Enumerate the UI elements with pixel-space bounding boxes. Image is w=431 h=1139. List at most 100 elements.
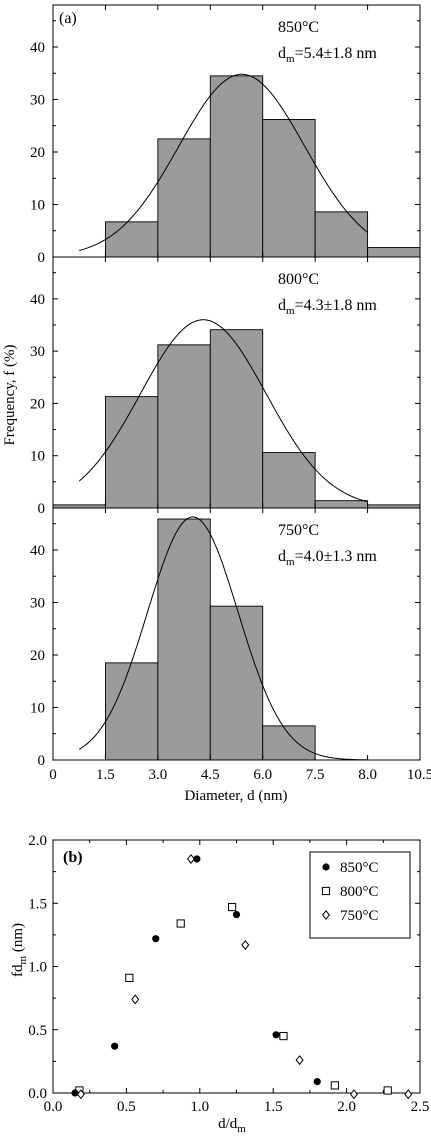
mean-diameter-prefix: d <box>278 548 286 565</box>
mean-diameter-value: =4.0±1.3 nm <box>295 548 378 565</box>
scatter-x-axis-label: d/dm <box>218 1116 246 1135</box>
legend-label: 800°C <box>340 884 379 900</box>
histogram-bar <box>104 396 159 509</box>
histogram-bar <box>314 500 369 509</box>
panel-label: (a) <box>59 10 77 27</box>
y-tick-label: 10 <box>30 701 45 717</box>
data-point-open-diamond <box>76 1089 85 1100</box>
x-tick-label: 6.0 <box>253 767 272 783</box>
y-tick-label: 0 <box>38 501 46 517</box>
legend-marker <box>321 910 331 920</box>
y-tick-label: 0 <box>38 250 46 266</box>
mean-diameter-sub: m <box>286 556 295 568</box>
y-tick-label: 20 <box>30 145 45 161</box>
mean-diameter-value: =4.3±1.8 nm <box>295 297 378 314</box>
histogram-bar <box>157 138 211 258</box>
y-tick-label: 30 <box>30 596 45 612</box>
x-tick-label: 1.5 <box>264 1099 283 1115</box>
data-point-filled-circle <box>71 1089 79 1097</box>
data-point-filled-circle <box>313 1078 321 1086</box>
legend-marker <box>322 863 330 871</box>
data-point-filled-circle <box>232 911 241 919</box>
scatter-ylabel-prefix: fd <box>10 964 26 977</box>
y-tick-label: 0.5 <box>28 1023 47 1039</box>
temperature-label: 750°C <box>278 522 319 539</box>
histogram-panel-2: 0 10 20 30 40 800°C dm=4.3±1.8 nm <box>30 256 421 517</box>
data-point-open-diamond <box>241 940 250 950</box>
data-point-open-square <box>383 1086 392 1095</box>
mean-diameter-label: dm=5.4±1.8 nm <box>278 45 377 65</box>
histogram-bar <box>314 211 369 258</box>
histogram-panel-3: 0 10 20 30 40 750°C dm=4.0±1.3 nm 0 1.5 3.0 4.5 6.0… <box>30 507 431 783</box>
scatter-xlabel-sub: m <box>237 1123 246 1135</box>
mean-diameter-label: dm=4.0±1.3 nm <box>278 548 377 568</box>
y-tick-label: 10 <box>30 198 45 214</box>
mean-diameter-prefix: d <box>278 297 286 314</box>
scatter-xlabel-prefix: d/d <box>218 1116 238 1132</box>
x-tick-label: 4.5 <box>201 767 220 783</box>
x-tick-label: 2.5 <box>411 1099 430 1115</box>
y-tick-label: 20 <box>30 396 45 412</box>
data-point-filled-circle <box>111 1042 119 1050</box>
histogram-bar <box>104 221 159 258</box>
y-tick-label: 1.0 <box>28 960 47 976</box>
y-tick-label: 0.0 <box>28 1086 47 1102</box>
panel-label: (b) <box>63 849 83 866</box>
histogram-bar <box>367 247 421 258</box>
y-tick-label: 40 <box>30 292 45 308</box>
histogram-bar <box>262 452 316 509</box>
legend-marker <box>321 886 331 896</box>
histogram-y-axis-label: Frequency, f (%) <box>2 344 18 445</box>
data-point-open-square <box>125 973 134 982</box>
legend-label: 750°C <box>340 908 379 924</box>
histogram-bar <box>209 75 264 258</box>
histogram-bar <box>157 344 211 509</box>
histogram-bar <box>209 329 264 509</box>
x-tick-label: 8.0 <box>358 767 377 783</box>
mean-diameter-sub: m <box>286 305 295 317</box>
mean-diameter-sub: m <box>286 53 295 65</box>
data-point-open-diamond <box>404 1089 413 1100</box>
histogram-x-axis-label: Diameter, d (nm) <box>184 788 287 804</box>
x-tick-label: 0 <box>49 767 57 783</box>
y-tick-label: 20 <box>30 648 45 664</box>
data-point-filled-circle <box>193 855 201 863</box>
x-tick-label: 0.5 <box>117 1099 136 1115</box>
y-tick-label: 40 <box>30 543 45 559</box>
data-point-open-diamond <box>186 853 196 864</box>
y-tick-label: 30 <box>30 93 45 109</box>
histogram-bar <box>209 605 264 761</box>
y-tick-label: 2.0 <box>28 833 47 849</box>
gaussian-fit-line <box>78 319 368 503</box>
y-tick-label: 10 <box>30 449 45 465</box>
data-point-open-diamond <box>295 1055 304 1066</box>
histogram-bar <box>262 118 316 258</box>
y-tick-label: 40 <box>30 40 45 56</box>
histogram-panel-1: 0 10 20 30 40 850°C dm=5.4±1.8 nm (a) <box>30 4 421 266</box>
y-tick-label: 30 <box>30 344 45 360</box>
data-point-open-square <box>330 1081 339 1090</box>
x-tick-label: 1.5 <box>96 767 115 783</box>
gaussian-fit-line <box>79 73 368 251</box>
y-tick-label: 1.5 <box>28 896 47 912</box>
mean-diameter-prefix: d <box>278 45 286 62</box>
data-point-open-square <box>279 1031 288 1041</box>
temperature-label: 800°C <box>278 271 319 288</box>
data-point-open-square <box>176 919 185 928</box>
x-tick-label: 3.0 <box>148 767 167 783</box>
scatter-y-axis-label: fdm (nm) <box>10 923 29 977</box>
scatter-panel: 0.0 0.5 1.0 1.5 2.0 0.0 0.5 1.0 1.5 2.0 2.5 (b) 850°… <box>28 833 429 1115</box>
y-tick-label: 0 <box>38 753 46 769</box>
histogram-bar <box>104 662 159 761</box>
gaussian-fit-line <box>78 516 368 761</box>
legend-label: 850°C <box>340 860 379 876</box>
mean-diameter-value: =5.4±1.8 nm <box>295 45 378 62</box>
scatter-ylabel-sub: m <box>17 955 29 964</box>
x-tick-label: 1.0 <box>190 1099 209 1115</box>
histogram-bar <box>262 725 316 761</box>
x-tick-label: 10.5 <box>407 767 431 783</box>
x-tick-label: 2.0 <box>337 1099 356 1115</box>
data-point-filled-circle <box>152 935 160 943</box>
plot-frame <box>52 507 421 761</box>
